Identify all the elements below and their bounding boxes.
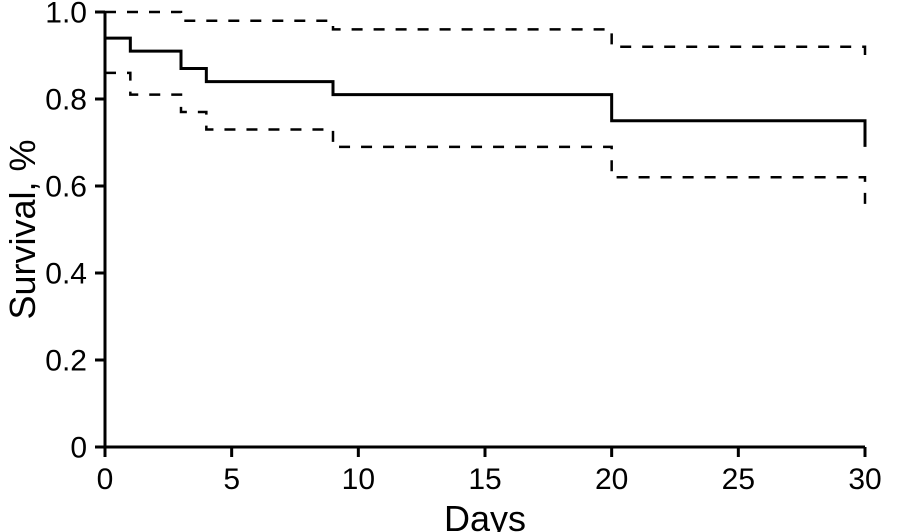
x-tick-label: 10 [342,463,375,496]
y-tick-label: 0.6 [45,171,87,204]
y-tick-label: 0.2 [45,345,87,378]
x-tick-label: 15 [468,463,501,496]
survival-chart: 0 5 10 15 20 25 30 Days 0 0.2 0.4 0.6 0.8 1.0 Survival… [0,0,900,532]
x-axis-label: Days [444,498,526,532]
x-tick-label: 25 [722,463,755,496]
x-tick-label: 5 [223,463,240,496]
y-tick-label: 0.4 [45,258,87,291]
y-tick-label: 0.8 [45,84,87,117]
y-axis-label: Survival, % [2,139,43,319]
x-tick-label: 30 [848,463,881,496]
x-tick-label: 20 [595,463,628,496]
plot-background [0,0,900,532]
survival-chart-svg: 0 5 10 15 20 25 30 Days 0 0.2 0.4 0.6 0.8 1.0 Survival… [0,0,900,532]
y-tick-label: 0 [70,432,87,465]
y-tick-label: 1.0 [45,0,87,30]
x-tick-label: 0 [97,463,114,496]
